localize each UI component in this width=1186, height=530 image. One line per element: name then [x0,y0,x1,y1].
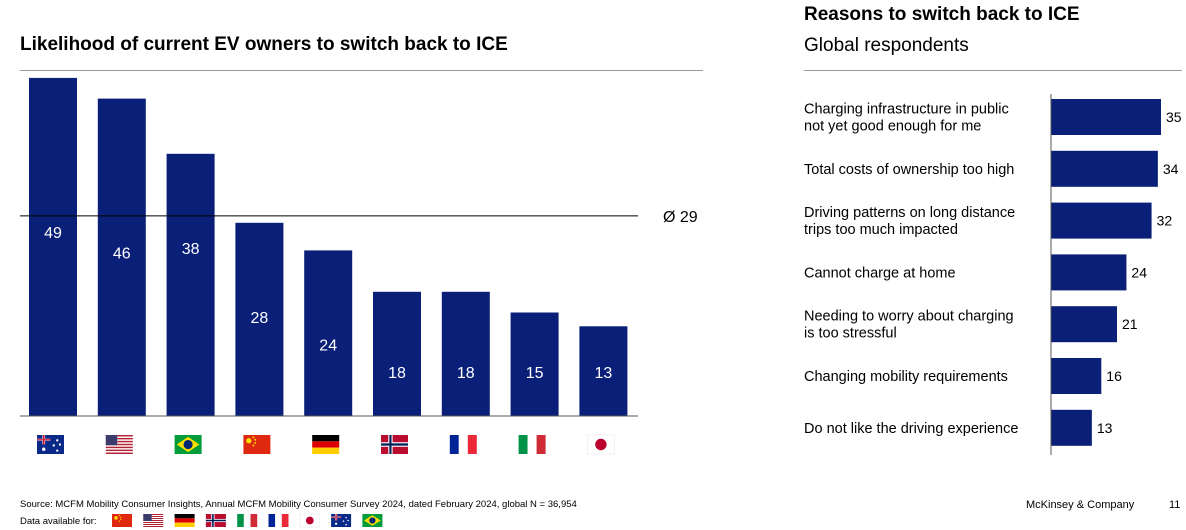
reason-bar [1051,254,1127,291]
japan-flag [587,434,615,455]
bar-value-label: 18 [388,365,406,382]
reason-value-label: 24 [1131,264,1147,280]
source-note: Source: MCFM Mobility Consumer Insights,… [20,499,577,510]
reason-label: Cannot charge at home [804,265,956,281]
footer-australia-flag [331,514,352,527]
usa-flag [105,435,133,454]
reason-label: Driving patterns on long distance trips t… [804,205,1015,238]
bar-value-label: 13 [595,365,613,382]
footer-usa-flag [143,514,164,527]
australia-flag [37,435,64,454]
footer-japan-flag [299,513,321,528]
average-label: Ø 29 [663,209,698,226]
country-bar [373,291,421,416]
reason-value-label: 16 [1106,368,1122,384]
footer-norway-flag [205,514,226,527]
china-flag [243,435,271,454]
bar-value-label: 18 [457,365,475,382]
footer-germany-flag [174,514,195,527]
page-number: 11 [1169,499,1181,511]
bar-value-label: 24 [319,337,337,354]
footer-brazil-flag [362,514,383,527]
reason-bar [1051,202,1152,239]
norway-flag [381,435,408,454]
reason-bar [1051,306,1117,343]
country-bar [579,326,628,416]
reason-bar [1051,358,1102,394]
reason-value-label: 35 [1166,109,1182,125]
footer-china-flag [112,514,132,527]
reason-value-label: 32 [1157,213,1173,229]
brand-name: McKinsey & Company [1026,499,1135,511]
reason-label: Do not like the driving experience [804,421,1018,437]
country-bar [166,153,215,417]
right-chart-title: Reasons to switch back to ICE [804,4,1080,25]
left-chart-title: Likelihood of current EV owners to switc… [20,34,508,55]
bar-value-label: 49 [44,225,62,242]
country-bar [97,98,146,416]
reason-label: Changing mobility requirements [804,369,1008,385]
germany-flag [312,435,340,454]
country-bar [235,222,284,416]
country-bar [304,250,353,416]
italy-flag [518,435,546,454]
data-available-label: Data available for: [20,516,97,527]
country-bar [29,77,77,417]
bar-value-label: 15 [526,365,544,382]
reason-value-label: 34 [1163,161,1179,177]
reason-label: Total costs of ownership too high [804,162,1014,178]
right-chart-subtitle: Global respondents [804,35,969,56]
reason-label: Needing to worry about charging is too st… [804,309,1014,342]
reason-bar [1051,99,1161,135]
country-bar [510,312,559,416]
footer-italy-flag [237,514,258,527]
reason-value-label: 13 [1097,420,1113,436]
bar-value-label: 28 [251,310,269,327]
brazil-flag [174,435,202,454]
footer-france-flag [268,514,289,527]
reason-value-label: 21 [1122,316,1138,332]
right-title-divider [804,70,1182,71]
reason-bar [1051,150,1158,187]
left-title-divider [20,70,703,71]
bar-value-label: 46 [113,246,131,263]
bar-value-label: 38 [182,241,200,258]
country-bar [441,291,490,416]
reason-label: Charging infrastructure in public not yet… [804,102,1009,135]
france-flag [449,435,477,454]
reason-bar [1051,409,1092,446]
